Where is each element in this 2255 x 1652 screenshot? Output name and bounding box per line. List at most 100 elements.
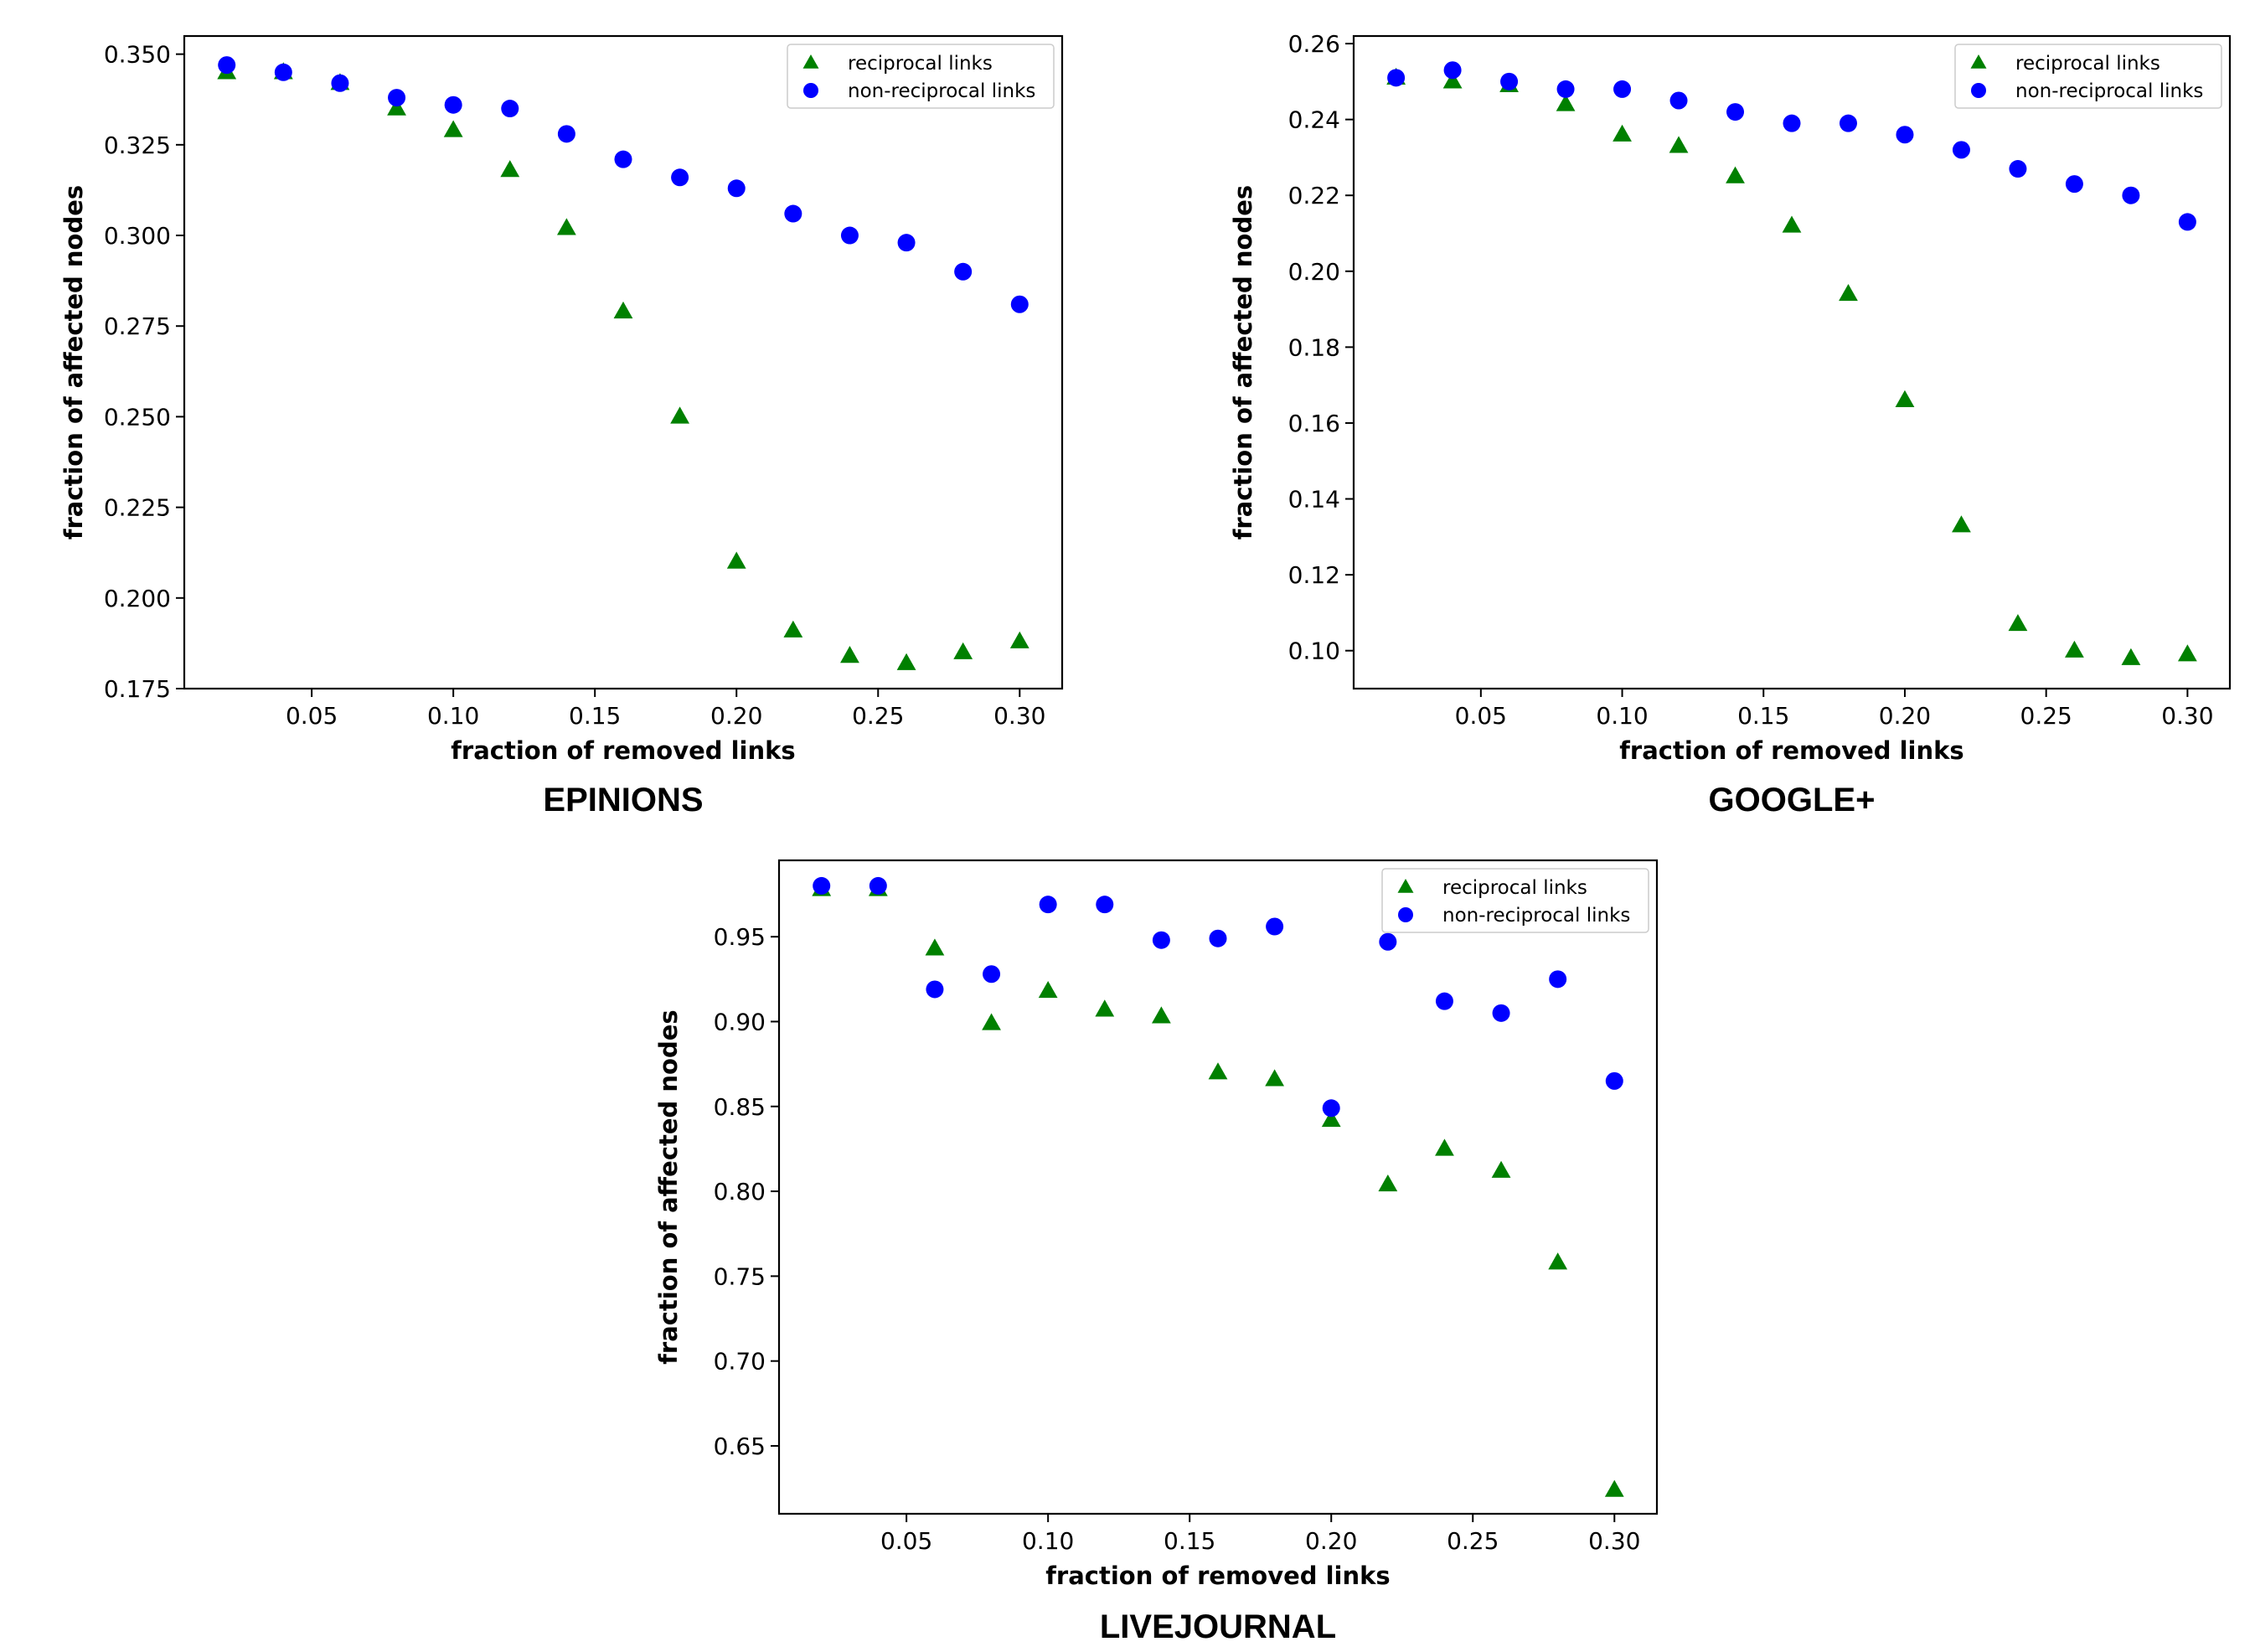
x-axis-label: fraction of removed links [451,736,795,765]
y-tick-label: 0.200 [104,585,171,612]
data-point-non-reciprocal [331,74,349,92]
legend-marker-reciprocal [1397,879,1414,893]
data-point-reciprocal [1952,515,1971,533]
data-point-non-reciprocal [2065,175,2083,194]
data-point-reciprocal [1604,1479,1624,1497]
legend-marker-reciprocal [1970,54,1987,69]
x-tick-label: 0.15 [1737,702,1789,730]
data-point-reciprocal [2177,644,2197,662]
data-point-non-reciprocal [1839,114,1857,132]
data-point-reciprocal [1839,283,1858,302]
legend: reciprocal links non-reciprocal links [1381,868,1649,933]
data-point-reciprocal [1151,1006,1171,1024]
data-point-reciprocal [953,642,973,659]
data-point-reciprocal [2121,648,2141,665]
y-tick-label: 0.22 [1288,182,1340,209]
x-tick-label: 0.10 [427,702,479,730]
data-point-non-reciprocal [1669,91,1688,110]
x-tick-label: 0.25 [2020,702,2072,730]
data-point-non-reciprocal [1783,114,1801,132]
legend-box [787,44,1055,109]
y-axis-label: fraction of affected nodes [1229,185,1257,539]
data-point-reciprocal [443,120,463,137]
data-point-reciprocal [1726,166,1745,183]
data-point-non-reciprocal [813,876,831,895]
data-point-non-reciprocal [1549,970,1567,989]
data-point-non-reciprocal [2178,213,2196,231]
legend-marker-reciprocal [802,54,819,69]
legend-label: non-reciprocal links [2015,80,2203,102]
y-axis-label: fraction of affected nodes [59,185,88,539]
data-point-non-reciprocal [954,262,973,281]
y-tick-label: 0.70 [714,1348,766,1376]
y-tick-label: 0.250 [104,403,171,431]
x-axis-label: fraction of removed links [1619,736,1963,765]
data-point-non-reciprocal [983,965,1001,983]
data-point-reciprocal [896,653,916,670]
data-point-reciprocal [1095,999,1115,1017]
data-point-non-reciprocal [869,876,887,895]
x-axis-label: fraction of removed links [1045,1562,1390,1590]
series-non-reciprocal-links [813,876,1623,1118]
y-tick-label: 0.325 [104,132,171,159]
y-axis-label: fraction of affected nodes [654,1009,683,1364]
y-tick-label: 0.85 [714,1093,766,1121]
y-tick-label: 0.350 [104,41,171,69]
data-point-non-reciprocal [1387,69,1406,87]
legend-label: non-reciprocal links [848,80,1035,102]
data-point-reciprocal [2065,640,2084,658]
data-point-non-reciprocal [1613,80,1632,98]
data-point-reciprocal [1613,124,1632,142]
y-tick-label: 0.95 [714,923,766,951]
x-tick-label: 0.20 [1305,1527,1357,1555]
data-point-reciprocal [982,1013,1001,1030]
data-point-non-reciprocal [1010,295,1029,313]
data-point-reciprocal [1556,94,1576,111]
data-point-reciprocal [1442,71,1463,89]
data-point-reciprocal [500,160,520,178]
data-point-non-reciprocal [727,179,746,198]
x-tick-label: 0.30 [993,702,1045,730]
data-point-non-reciprocal [1379,932,1397,951]
data-point-reciprocal [1491,1160,1511,1178]
legend-box [1954,44,2222,109]
data-point-non-reciprocal [1266,917,1284,936]
legend: reciprocal links non-reciprocal links [787,44,1055,109]
data-point-non-reciprocal [1605,1071,1623,1090]
data-point-reciprocal [1782,215,1802,233]
data-point-reciprocal [387,98,406,116]
x-tick-label: 0.20 [710,702,762,730]
legend-label: non-reciprocal links [1442,905,1630,927]
data-point-reciprocal [1895,390,1915,407]
x-tick-label: 0.30 [1588,1527,1640,1555]
legend-marker-non-reciprocal [1971,83,1986,98]
x-tick-label: 0.15 [1164,1527,1215,1555]
chart-panel-epinions: 0.05 0.10 0.15 0.20 0.25 0.30 0.175 0.200 0.225 0… [59,34,1064,818]
data-point-non-reciprocal [557,125,575,143]
y-tick-label: 0.10 [1288,638,1340,665]
data-point-reciprocal [1208,1062,1228,1080]
y-tick-label: 0.16 [1288,410,1340,437]
y-tick-label: 0.18 [1288,333,1340,361]
data-point-non-reciprocal [897,234,916,252]
data-point-non-reciprocal [1152,931,1170,949]
data-point-reciprocal [1435,1138,1454,1156]
data-point-reciprocal [556,218,576,235]
y-tick-label: 0.20 [1288,258,1340,286]
data-point-reciprocal [783,620,803,638]
data-point-non-reciprocal [926,980,944,999]
data-point-reciprocal [1378,1174,1398,1192]
legend-box [1381,868,1649,933]
legend: reciprocal links non-reciprocal links [1954,44,2222,109]
data-point-non-reciprocal [501,100,519,118]
x-tick-label: 0.05 [1455,702,1507,730]
y-tick-label: 0.90 [714,1008,766,1035]
plot-frame [777,859,1659,1515]
series-non-reciprocal-links [218,56,1029,313]
data-point-reciprocal [1548,1252,1568,1270]
chart-panel-livejournal: 0.05 0.10 0.15 0.20 0.25 0.30 0.65 0.70 0.75 0.80… [654,859,1659,1645]
plot-frame [183,34,1064,690]
legend-label: reciprocal links [848,53,993,75]
data-point-non-reciprocal [1896,126,1914,144]
